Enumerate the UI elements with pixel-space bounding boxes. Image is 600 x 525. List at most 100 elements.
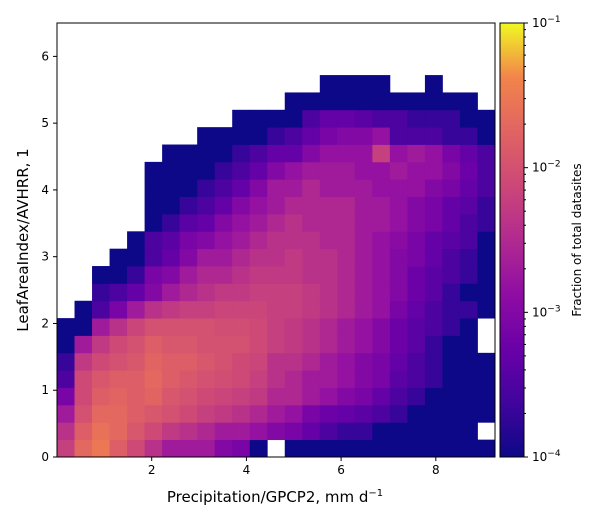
x-axis-label: Precipitation/GPCP2, mm d−1: [167, 488, 383, 506]
heatmap-cell: [424, 127, 443, 145]
heatmap-cell: [407, 196, 426, 215]
heatmap-cell: [389, 283, 408, 302]
heatmap-cell: [477, 300, 496, 319]
heatmap-cell: [144, 422, 163, 441]
heatmap-cell: [459, 144, 478, 163]
heatmap-cell: [267, 196, 286, 215]
heatmap-cell: [232, 179, 251, 197]
x-axis-ticks: 2 4 6 8: [148, 457, 440, 477]
heatmap-cell: [179, 266, 198, 284]
heatmap-cell: [354, 318, 373, 336]
heatmap-cell: [372, 266, 391, 284]
colorbar-tick-label: 10−1: [532, 15, 561, 30]
heatmap-cell: [302, 335, 321, 354]
heatmap-cell: [337, 335, 356, 354]
heatmap-cell: [337, 109, 356, 128]
heatmap-cell: [442, 266, 461, 284]
heatmap-cell: [407, 92, 426, 111]
heatmap-cell: [477, 109, 496, 128]
heatmap-cell: [459, 422, 478, 441]
heatmap-cell: [232, 266, 251, 284]
heatmap-cell: [337, 196, 356, 215]
heatmap-cell: [144, 370, 163, 388]
heatmap-cell: [267, 335, 286, 354]
heatmap-cell: [407, 439, 426, 458]
heatmap-cell: [249, 248, 268, 267]
heatmap-cell: [337, 422, 356, 441]
heatmap-cell: [302, 144, 321, 163]
heatmap-cell: [74, 404, 93, 423]
heatmap-cell: [372, 318, 391, 336]
heatmap-cell: [92, 439, 110, 458]
heatmap-cell: [284, 439, 303, 458]
heatmap-cell: [144, 439, 163, 458]
heatmap-cell: [319, 179, 338, 197]
heatmap-cell: [214, 231, 233, 250]
x-tick-label: 8: [432, 463, 440, 477]
heatmap-cell: [442, 335, 461, 354]
heatmap-cell: [319, 109, 338, 128]
heatmap-cell: [92, 370, 110, 388]
heatmap-cell: [267, 404, 286, 423]
heatmap-cell: [179, 144, 198, 163]
heatmap-cell: [302, 179, 321, 197]
heatmap-cell: [109, 318, 128, 336]
heatmap-cell: [372, 92, 391, 111]
heatmap-cell: [162, 179, 181, 197]
colorbar-tick-label: 10−3: [532, 304, 561, 319]
heatmap-cell: [232, 283, 251, 302]
heatmap-cell: [354, 213, 373, 232]
heatmap-cell: [144, 266, 163, 284]
heatmap-cell: [302, 231, 321, 250]
heatmap-cell: [179, 248, 198, 267]
heatmap-cell: [319, 231, 338, 250]
heatmap-cell: [162, 213, 181, 232]
heatmap-cell: [197, 144, 216, 163]
heatmap-cell: [337, 318, 356, 336]
heatmap-cell: [109, 335, 128, 354]
heatmap-cell: [284, 283, 303, 302]
y-tick-label: 5: [41, 116, 49, 130]
heatmap-cell: [197, 196, 216, 215]
y-tick-label: 4: [41, 183, 49, 197]
heatmap-cell: [284, 92, 303, 111]
heatmap-cell: [162, 231, 181, 250]
heatmap-cell: [459, 161, 478, 180]
heatmap-cell: [459, 300, 478, 319]
heatmap-cell: [179, 179, 198, 197]
heatmap-cell: [459, 404, 478, 423]
heatmap-cell: [214, 422, 233, 441]
heatmap-cell: [57, 335, 75, 354]
heatmap-cell: [92, 335, 110, 354]
heatmap-cell: [319, 144, 338, 163]
heatmap-cell: [319, 318, 338, 336]
heatmap-cell: [249, 266, 268, 284]
heatmap-cell: [372, 127, 391, 145]
heatmap-cell: [407, 248, 426, 267]
heatmap-cell: [319, 404, 338, 423]
heatmap-cell: [127, 439, 145, 458]
heatmap-cell: [284, 231, 303, 250]
heatmap-cell: [424, 231, 443, 250]
heatmap-cell: [459, 92, 478, 111]
heatmap-cell: [197, 283, 216, 302]
heatmap-cell: [284, 387, 303, 406]
heatmap-cell: [319, 127, 338, 145]
heatmap-cell: [162, 352, 181, 371]
heatmap-cell: [319, 266, 338, 284]
heatmap-cell: [442, 127, 461, 145]
heatmap-cells: [57, 75, 496, 458]
heatmap-cell: [179, 370, 198, 388]
heatmap-cell: [407, 179, 426, 197]
heatmap-cell: [302, 300, 321, 319]
heatmap-cell: [127, 370, 145, 388]
heatmap-cell: [74, 300, 93, 319]
heatmap-cell: [162, 266, 181, 284]
heatmap-cell: [337, 213, 356, 232]
heatmap-cell: [442, 352, 461, 371]
heatmap-cell: [74, 318, 93, 336]
heatmap-cell: [354, 404, 373, 423]
heatmap-cell: [249, 127, 268, 145]
heatmap-cell: [477, 352, 496, 371]
heatmap-cell: [424, 370, 443, 388]
